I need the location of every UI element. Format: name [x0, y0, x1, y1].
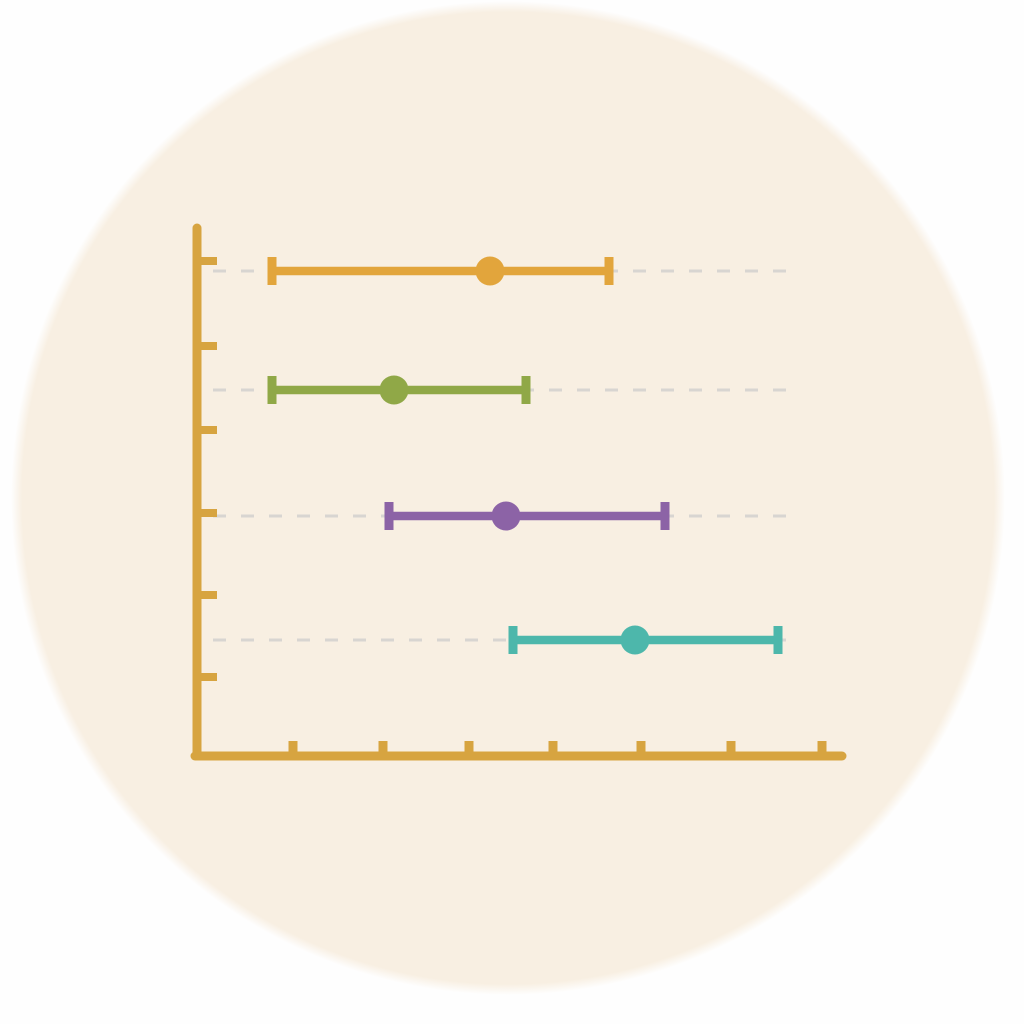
- error-bar-dot-gold: [475, 256, 505, 286]
- error-bar-dot-teal: [620, 625, 650, 655]
- axes-group: [190, 223, 847, 761]
- error-bar-dot-olive: [379, 375, 409, 405]
- gridlines-group: [213, 269, 786, 642]
- error-bar-purple: [384, 501, 670, 531]
- error-bar-olive: [267, 375, 531, 405]
- error-bar-dot-purple: [491, 501, 521, 531]
- error-bar-teal: [508, 625, 783, 655]
- series-group: [267, 256, 783, 655]
- error-bar-gold: [267, 256, 614, 286]
